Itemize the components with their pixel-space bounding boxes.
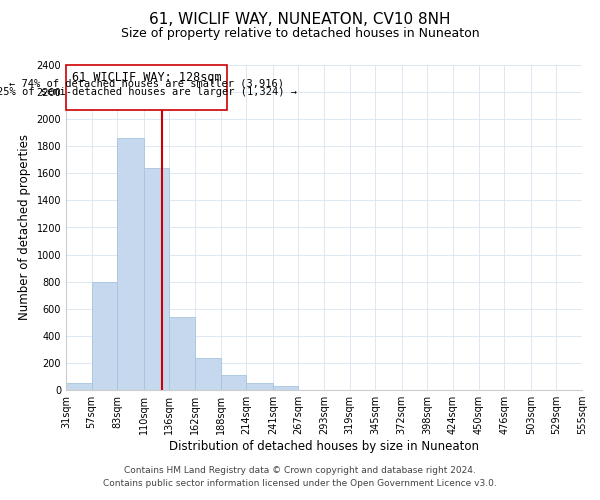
Text: Contains HM Land Registry data © Crown copyright and database right 2024.
Contai: Contains HM Land Registry data © Crown c… [103, 466, 497, 487]
Y-axis label: Number of detached properties: Number of detached properties [18, 134, 31, 320]
Bar [169, 317, 195, 390]
Bar [221, 375, 246, 390]
X-axis label: Distribution of detached houses by size in Nuneaton: Distribution of detached houses by size … [169, 440, 479, 453]
Text: Size of property relative to detached houses in Nuneaton: Size of property relative to detached ho… [121, 28, 479, 40]
Bar [273, 386, 298, 390]
Text: 61, WICLIF WAY, NUNEATON, CV10 8NH: 61, WICLIF WAY, NUNEATON, CV10 8NH [149, 12, 451, 28]
Bar [66, 383, 92, 390]
Bar [144, 168, 169, 390]
Text: ← 74% of detached houses are smaller (3,916): ← 74% of detached houses are smaller (3,… [9, 78, 284, 88]
FancyBboxPatch shape [66, 65, 227, 110]
Bar [246, 383, 273, 390]
Bar [195, 358, 221, 390]
Text: 61 WICLIF WAY: 128sqm: 61 WICLIF WAY: 128sqm [72, 71, 221, 84]
Text: 25% of semi-detached houses are larger (1,324) →: 25% of semi-detached houses are larger (… [0, 88, 297, 98]
Bar [117, 138, 144, 390]
Bar [92, 282, 117, 390]
